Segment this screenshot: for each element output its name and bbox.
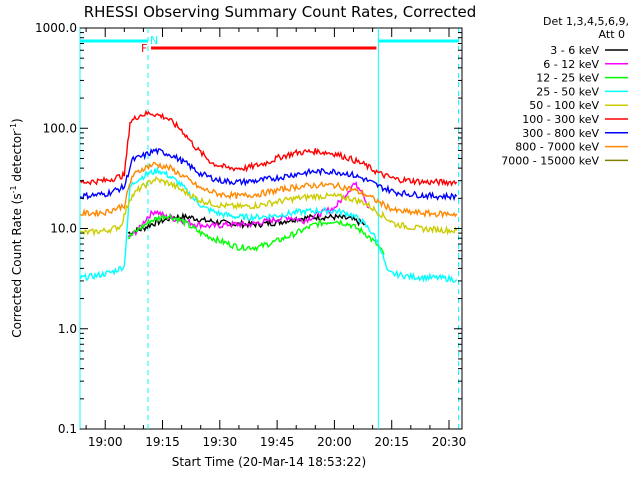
y-tick-label-3: 1.0 [58,322,77,336]
y-tick-label-0: 1000.0 [35,21,77,35]
axes-layer: 1000.0 100.0 10.0 1.0 0.1 19:00 19:15 19:30 19:4… [35,21,466,449]
x-tick-label-2: 19:30 [203,435,238,449]
y-axis-label-exp2: -1 [9,123,18,131]
legend-label-1: 6 - 12 keV [543,58,599,71]
flare-flag-label: F [141,42,147,55]
x-tick-label-3: 19:45 [260,435,295,449]
x-tick-label-4: 20:00 [317,435,352,449]
y-axis-label: Corrected Count Rate (s-1 detector-1) [9,118,24,337]
series-line-3 [79,166,458,284]
legend-label-3: 25 - 50 keV [536,85,599,98]
series-line-5 [79,109,458,187]
y-tick-label-2: 10.0 [50,222,77,236]
legend-label-4: 50 - 100 keV [529,99,599,112]
y-tick-label-4: 0.1 [58,422,77,436]
series-line-7 [80,161,458,219]
y-axis-label-main: Corrected Count Rate (s [10,193,24,337]
series-line-4 [80,175,458,237]
flags-layer: NF [79,28,460,429]
legend-label-5: 100 - 300 keV [522,113,599,126]
legend-label-7: 800 - 7000 keV [515,141,599,154]
y-axis-label-exp: -1 [9,185,18,193]
y-axis-label-end: ) [10,118,24,123]
series-layer [79,109,458,284]
x-tick-label-0: 19:00 [88,435,123,449]
legend-label-6: 300 - 800 keV [522,127,599,140]
x-axis-label: Start Time (20-Mar-14 18:53:22) [172,455,366,469]
x-tick-label-6: 20:30 [432,435,467,449]
x-tick-label-5: 20:15 [374,435,409,449]
x-tick-label-1: 19:15 [145,435,180,449]
y-axis-label-mid: detector [10,131,24,186]
series-line-6 [79,147,458,202]
night-flag-label: N [150,34,158,47]
y-tick-label-1: 100.0 [43,121,77,135]
legend-label-2: 12 - 25 keV [536,72,599,85]
legend-label-0: 3 - 6 keV [550,44,599,57]
legend-header-line-2: Att 0 [599,28,625,41]
series-line-2 [127,213,385,255]
chart-title: RHESSI Observing Summary Count Rates, Co… [84,3,477,21]
legend-header-line-1: Det 1,3,4,5,6,9, [543,15,629,28]
series-line-1 [127,181,370,238]
legend-label-8: 7000 - 15000 keV [501,154,599,167]
